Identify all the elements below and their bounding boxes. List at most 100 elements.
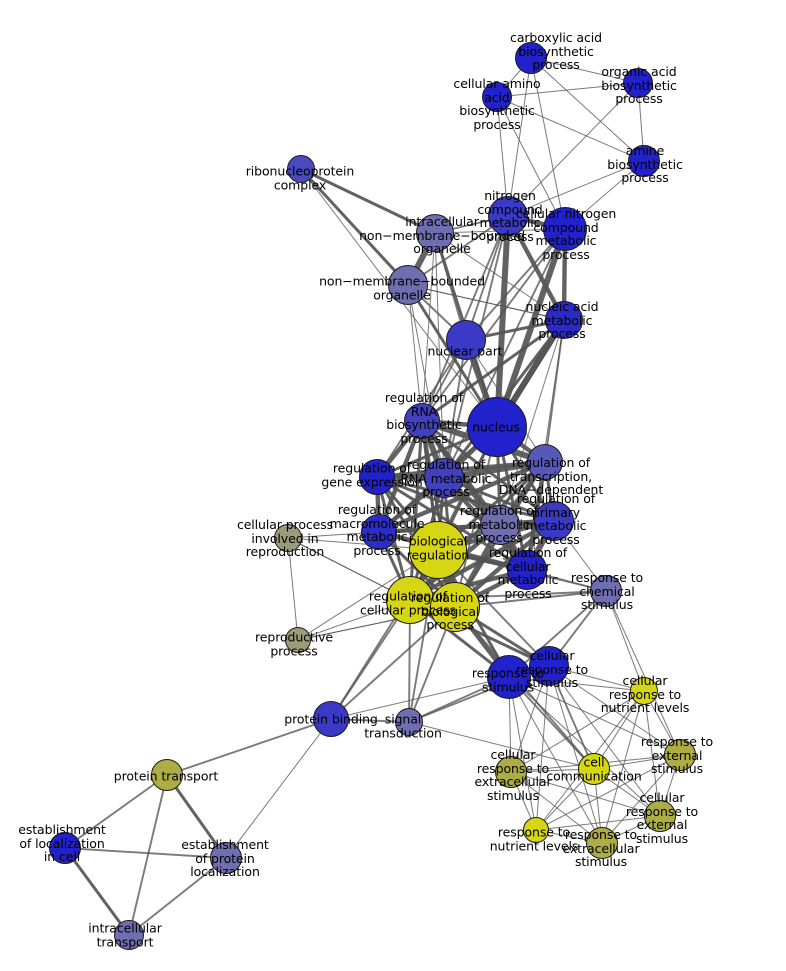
- graph-edge: [421, 232, 436, 422]
- graph-node-nucleic-acid-metabolic-process[interactable]: [545, 301, 583, 339]
- graph-node-intracellular-non-membrane-bounded-organelle[interactable]: [416, 214, 454, 252]
- graph-node-regulation-of-cellular-metabolic-process[interactable]: [507, 550, 547, 590]
- graph-edge: [128, 857, 227, 936]
- graph-node-regulation-of-cellular-process[interactable]: [386, 576, 434, 624]
- graph-node-label-cellular-nitrogen-compound-metabolic-process: cellular nitrogen compound metabolic pro…: [515, 206, 617, 262]
- graph-node-label-carboxylic-acid-biosynthetic-process: carboxylic acid biosynthetic process: [510, 29, 602, 72]
- graph-node-label-regulation-of-transcription-dna-dependent: regulation of transcription, DNA−depende…: [498, 454, 604, 497]
- graph-edge: [601, 690, 645, 844]
- graph-edge: [421, 228, 566, 422]
- graph-node-label-establishment-of-localization-in-cell: establishment of localization in cell: [18, 821, 106, 864]
- graph-node-cellular-nitrogen-compound-metabolic-process[interactable]: [543, 207, 587, 251]
- graph-node-protein-binding[interactable]: [313, 701, 349, 737]
- graph-edge: [535, 754, 681, 831]
- graph-edge: [508, 676, 603, 844]
- graph-node-label-cellular-response-to-extracellular-stimulus: cellular response to extracellular stimu…: [474, 747, 552, 803]
- graph-edge: [496, 96, 566, 230]
- graph-node-response-to-stimulus[interactable]: [487, 655, 531, 699]
- graph-node-response-to-external-stimulus[interactable]: [664, 739, 696, 771]
- graph-node-cellular-process-involved-in-reproduction[interactable]: [274, 524, 302, 552]
- graph-node-ribonucleoprotein-complex[interactable]: [287, 155, 315, 183]
- graph-node-label-amine-biosynthetic-process: amine biosynthetic process: [607, 142, 683, 185]
- graph-node-response-to-extracellular-stimulus[interactable]: [586, 827, 618, 859]
- graph-node-label-reproductive-process: reproductive process: [255, 629, 333, 658]
- graph-node-response-to-nutrient-levels[interactable]: [523, 817, 549, 843]
- graph-node-amine-biosynthetic-process[interactable]: [628, 145, 660, 177]
- graph-node-label-nuclear-part: nuclear part: [427, 343, 503, 359]
- graph-edge: [530, 57, 566, 230]
- graph-node-label-cellular-amino-acid-biosynthetic-process: cellular amino acid biosynthetic process: [453, 76, 541, 132]
- graph-node-label-cell-communication: cell communication: [546, 754, 642, 783]
- graph-node-signal-transduction[interactable]: [395, 708, 423, 736]
- graph-edge: [605, 590, 645, 692]
- graph-node-establishment-of-protein-localization[interactable]: [210, 842, 242, 874]
- graph-node-regulation-of-rna-metabolic-process[interactable]: [424, 458, 464, 498]
- graph-node-cellular-response-to-stimulus[interactable]: [529, 646, 569, 686]
- graph-node-label-regulation-of-primary-metabolic-process: regulation of primary metabolic process: [516, 491, 596, 547]
- graph-edge: [535, 815, 661, 831]
- graph-node-cellular-response-to-external-stimulus[interactable]: [644, 800, 676, 832]
- graph-edge: [499, 319, 565, 526]
- graph-node-label-response-to-extracellular-stimulus: response to extracellular stimulus: [562, 826, 640, 869]
- graph-node-regulation-of-biological-process[interactable]: [430, 582, 480, 632]
- graph-edge: [64, 774, 168, 849]
- graph-edge: [300, 167, 436, 235]
- graph-edge: [64, 847, 227, 859]
- graph-edge: [496, 82, 639, 98]
- graph-node-label-protein-transport: protein transport: [113, 768, 219, 784]
- graph-edge: [507, 160, 645, 217]
- graph-node-label-organic-acid-biosynthetic-process: organic acid biosynthetic process: [601, 63, 677, 106]
- graph-edge: [408, 420, 424, 601]
- graph-edge: [507, 82, 639, 217]
- graph-node-regulation-of-primary-metabolic-process[interactable]: [534, 501, 574, 541]
- graph-node-label-cellular-response-to-nutrient-levels: cellular response to nutrient levels: [600, 672, 690, 715]
- graph-node-label-intracellular-transport: intracellular transport: [88, 920, 162, 949]
- graph-edge: [548, 665, 681, 756]
- graph-node-reproductive-process[interactable]: [285, 627, 311, 653]
- graph-node-label-intracellular-non-membrane-bounded-organelle: intracellular non−membrane−bounded organ…: [359, 213, 525, 256]
- graph-node-regulation-of-macromolecule-metabolic-process[interactable]: [361, 514, 397, 550]
- graph-node-carboxylic-acid-biosynthetic-process[interactable]: [515, 42, 547, 74]
- graph-edge: [225, 718, 332, 859]
- graph-edge: [166, 718, 332, 776]
- graph-node-cell-communication[interactable]: [578, 753, 610, 785]
- graph-edge: [605, 590, 681, 756]
- graph-node-organic-acid-biosynthetic-process[interactable]: [623, 68, 653, 98]
- graph-edge: [494, 215, 511, 428]
- graph-edge: [454, 590, 607, 608]
- graph-node-regulation-of-metabolic-process[interactable]: [480, 505, 520, 545]
- graph-node-regulation-of-transcription-dna-dependent[interactable]: [527, 444, 563, 480]
- graph-node-label-nitrogen-compound-metabolic-process: nitrogen compound metabolic process: [477, 188, 543, 244]
- graph-edge: [508, 676, 645, 692]
- graph-node-label-ribonucleoprotein-complex: ribonucleoprotein complex: [245, 163, 355, 192]
- graph-node-nitrogen-compound-metabolic-process[interactable]: [488, 196, 528, 236]
- graph-edge: [376, 475, 555, 523]
- graph-edge: [299, 167, 410, 287]
- graph-node-response-to-chemical-stimulus[interactable]: [590, 575, 622, 607]
- graph-node-label-regulation-of-biological-process: regulation of biological process: [410, 589, 490, 632]
- graph-node-establishment-of-localization-in-cell[interactable]: [49, 832, 81, 864]
- graph-node-nucleus[interactable]: [467, 397, 527, 457]
- graph-node-label-regulation-of-gene-expression: regulation of gene expression: [321, 460, 423, 489]
- graph-edge: [510, 771, 603, 844]
- graph-edge: [421, 318, 565, 423]
- graph-node-biological-regulation[interactable]: [409, 521, 467, 579]
- graph-node-cellular-amino-acid-biosynthetic-process[interactable]: [482, 82, 512, 112]
- graph-edge: [330, 676, 510, 720]
- graph-edge: [376, 475, 501, 527]
- graph-node-protein-transport[interactable]: [151, 759, 183, 791]
- graph-node-intracellular-transport[interactable]: [114, 920, 144, 950]
- graph-node-non-membrane-bounded-organelle[interactable]: [388, 265, 428, 305]
- graph-edge: [63, 847, 131, 936]
- graph-node-cellular-response-to-nutrient-levels[interactable]: [630, 677, 658, 705]
- graph-edge: [407, 284, 423, 422]
- graph-node-label-response-to-chemical-stimulus: response to chemical stimulus: [570, 569, 644, 612]
- graph-node-regulation-of-rna-biosynthetic-process[interactable]: [404, 403, 440, 439]
- graph-node-label-response-to-external-stimulus: response to external stimulus: [640, 733, 714, 776]
- graph-node-cellular-response-to-extracellular-stimulus[interactable]: [495, 756, 527, 788]
- graph-node-regulation-of-gene-expression[interactable]: [359, 459, 395, 495]
- graph-edge: [407, 284, 565, 321]
- graph-node-nuclear-part[interactable]: [446, 320, 486, 360]
